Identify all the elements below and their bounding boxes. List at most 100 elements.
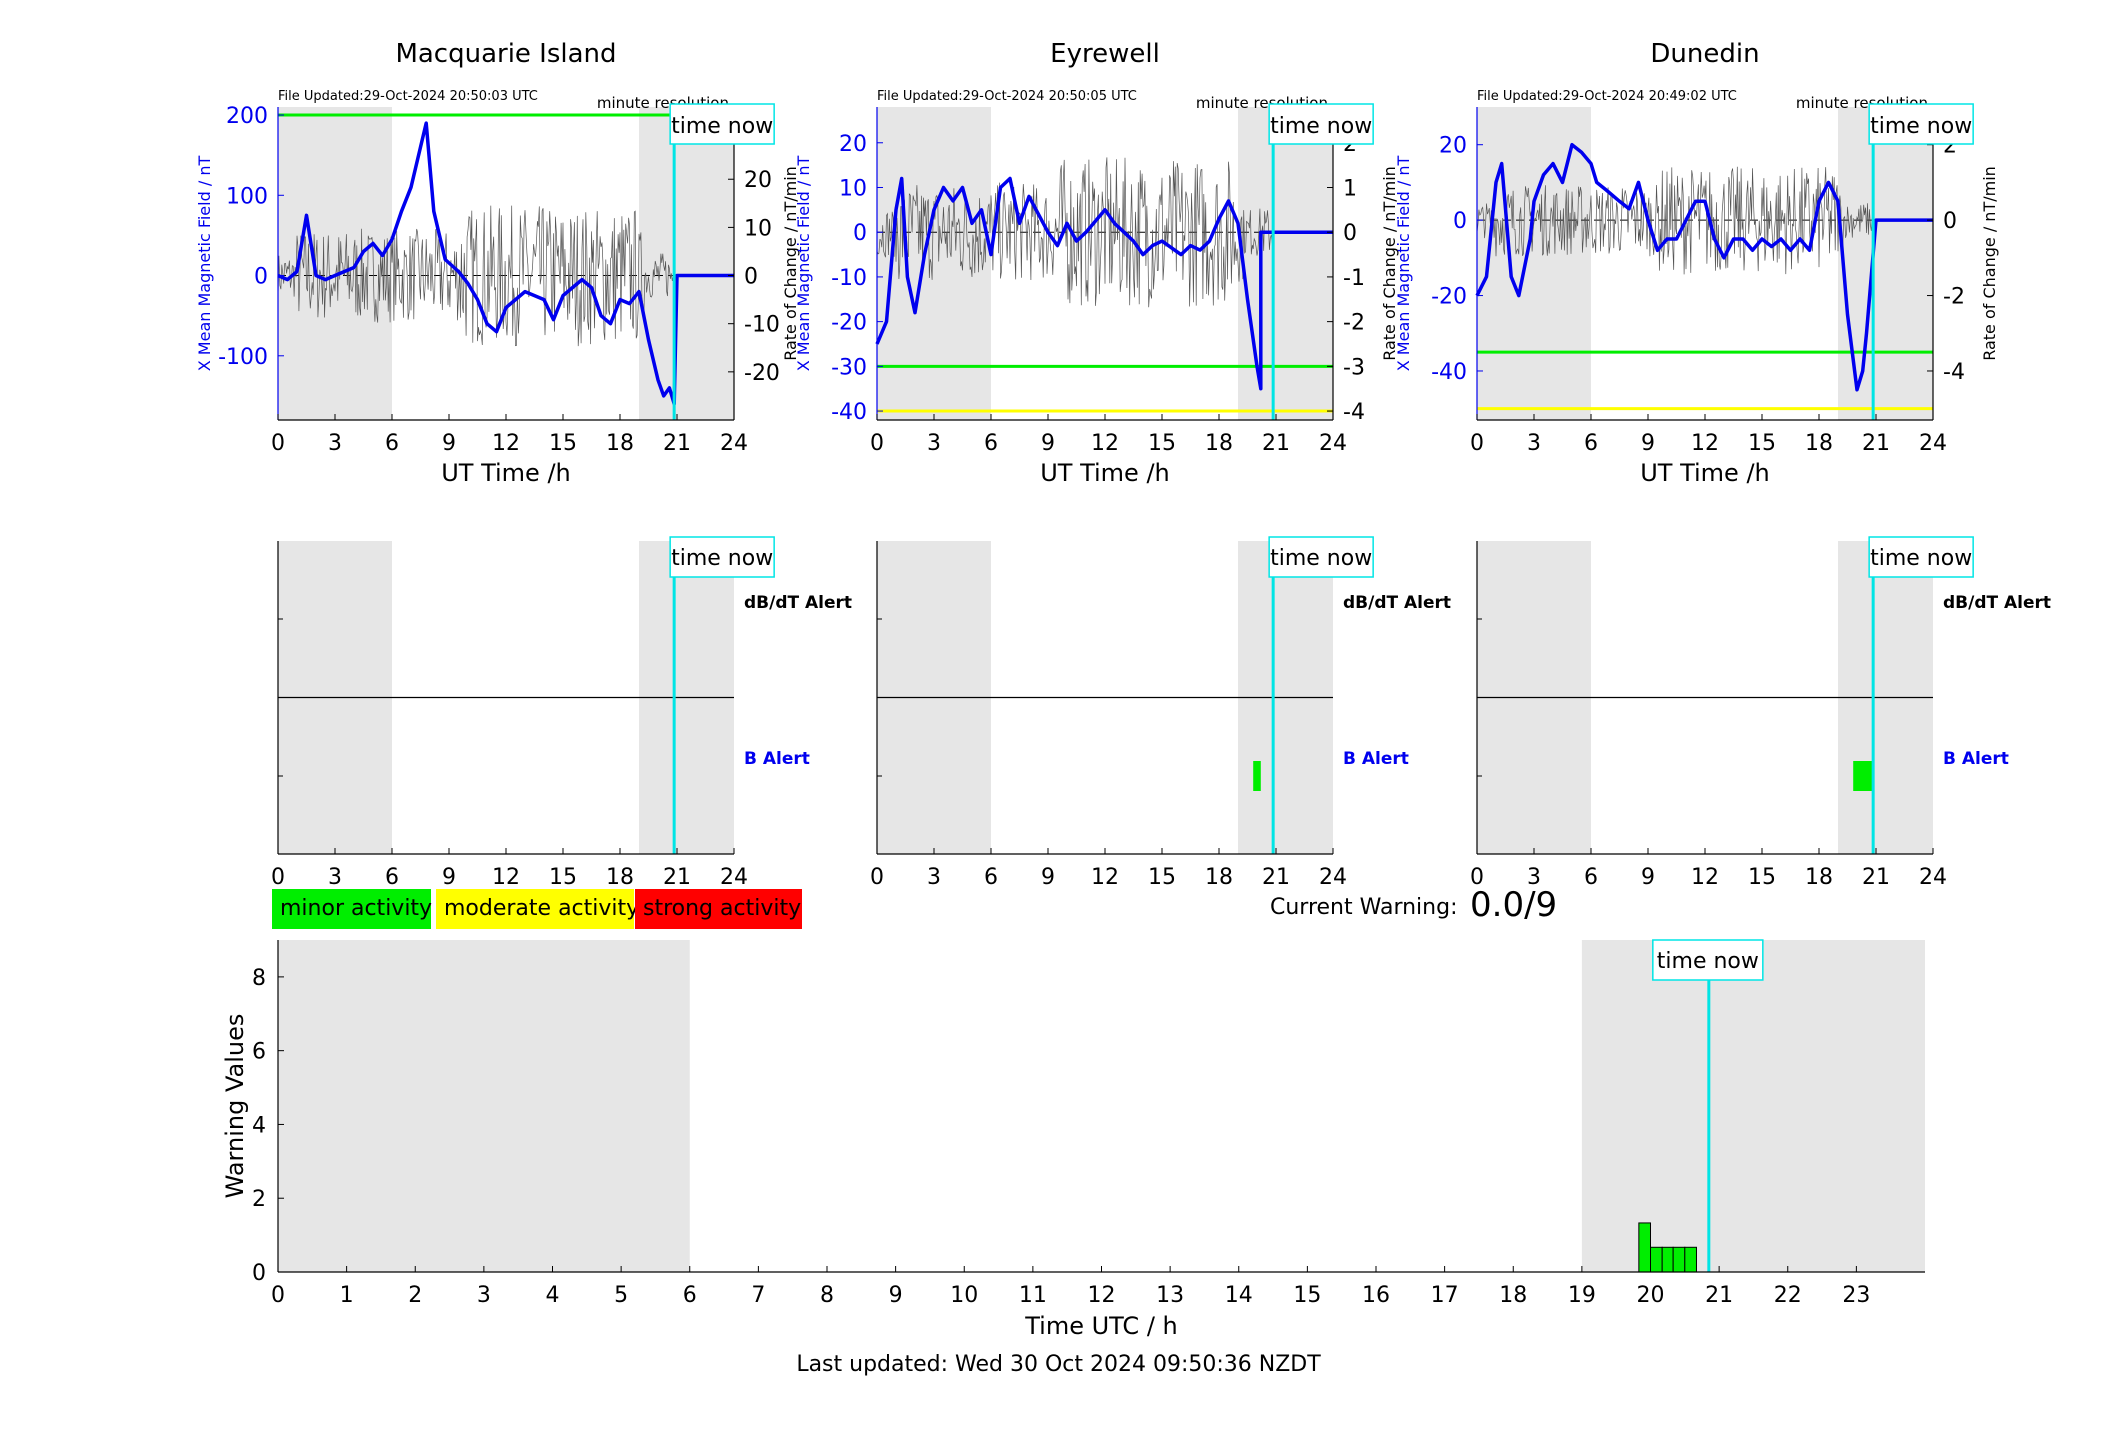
x-tick-label: 12 [1091,431,1119,456]
y-left-axis-title: X Mean Magnetic Field / nT [1394,156,1413,372]
warning-x-tick-label: 21 [1705,1283,1733,1308]
y-right-tick-label: -3 [1343,355,1365,380]
alert-x-tick-label: 12 [492,865,520,890]
x-tick-label: 18 [1805,431,1833,456]
x-tick-label: 0 [271,431,285,456]
x-tick-label: 9 [1641,431,1655,456]
alert-time-now-box [669,536,775,578]
rate-of-change-line [1476,166,1873,275]
last-updated: Last updated: Wed 30 Oct 2024 09:50:36 N… [796,1352,1321,1377]
warning-bar [1661,1246,1674,1273]
dbdt-alert-label: dB/dT Alert [744,593,852,613]
y-left-tick-label: 10 [839,176,867,201]
alert-x-tick-label: 3 [1527,865,1541,890]
time-now-box [669,103,775,145]
file-updated: File Updated:29-Oct-2024 20:50:05 UTC [877,89,1137,104]
warning-values-chart: 0 1 2 3 4 5 6 7 8 9 10 11 12 13 14 15 16 17 18 19 20 21 22 2302… [221,939,1925,1340]
x-axis-title: UT Time /h [1640,459,1770,487]
y-right-tick-label: -4 [1343,400,1365,425]
y-right-axis-title: Rate of Change / nT/min [1980,166,1999,361]
warning-x-tick-label: 14 [1225,1283,1253,1308]
current-warning-value: 0.0/9 [1470,885,1558,925]
alert-x-tick-label: 9 [1041,865,1055,890]
alert-x-tick-label: 6 [1584,865,1598,890]
y-left-axis-title: X Mean Magnetic Field / nT [195,156,214,372]
x-tick-label: 0 [1470,431,1484,456]
b-alert-label: B Alert [744,749,810,769]
y-right-tick-label: -10 [744,313,780,338]
warning-x-tick-label: 4 [546,1283,560,1308]
dbdt-alert-label: dB/dT Alert [1343,593,1451,613]
warning-x-tick-label: 1 [340,1283,354,1308]
x-tick-label: 6 [1584,431,1598,456]
legend-minor-label: minor activity [280,896,433,921]
warning-bar [1638,1222,1651,1273]
legend-strong: strong activity [635,889,802,929]
warning-x-tick-label: 20 [1637,1283,1665,1308]
alert-time-now-label: time now [1270,546,1372,571]
warning-bar [1672,1246,1686,1273]
shaded-region [278,107,392,420]
y-right-axis-title: Rate of Change / nT/min [781,166,800,361]
x-tick-label: 15 [549,431,577,456]
current-warning-label: Current Warning: [1270,895,1458,920]
y-right-tick-label: -1 [1343,266,1365,291]
file-updated: File Updated:29-Oct-2024 20:50:03 UTC [278,89,538,104]
x-tick-label: 6 [385,431,399,456]
y-left-tick-label: -100 [218,345,268,370]
alert-time-now-label: time now [671,546,773,571]
station-panel-0: 03691215182124-1000100200-20-100102030Ma… [195,39,852,890]
alert-x-tick-label: 24 [1319,865,1347,890]
x-axis-title: UT Time /h [1040,459,1170,487]
x-tick-label: 15 [1748,431,1776,456]
warning-bar [1684,1246,1697,1273]
x-tick-label: 12 [1691,431,1719,456]
warning-x-axis-title: Time UTC / h [1024,1312,1178,1340]
x-axis-title: UT Time /h [441,459,571,487]
x-tick-label: 15 [1148,431,1176,456]
alert-time-now-box [1868,536,1974,578]
warning-x-tick-label: 6 [683,1283,697,1308]
y-right-tick-label: -20 [744,361,780,386]
b-alert-label: B Alert [1343,749,1409,769]
alert-x-tick-label: 15 [549,865,577,890]
alert-x-tick-label: 0 [1470,865,1484,890]
x-tick-label: 0 [870,431,884,456]
y-left-tick-label: 0 [254,265,268,290]
y-left-tick-label: 0 [853,221,867,246]
alert-time-now-box [1268,536,1374,578]
alert-x-tick-label: 6 [984,865,998,890]
warning-shaded-region [278,940,690,1272]
y-left-tick-label: 20 [1439,134,1467,159]
warning-y-tick-label: 4 [252,1113,266,1138]
alert-x-tick-label: 18 [1205,865,1233,890]
station-title: Dunedin [1650,39,1759,69]
warning-x-tick-label: 13 [1156,1283,1184,1308]
y-right-tick-label: -2 [1943,285,1965,310]
alert-x-tick-label: 0 [870,865,884,890]
y-right-tick-label: 1 [1343,176,1357,201]
shaded-region [877,107,991,420]
b-alert-bar [1253,761,1261,791]
y-left-axis-title: X Mean Magnetic Field / nT [794,156,813,372]
alert-x-tick-label: 24 [720,865,748,890]
alert-x-tick-label: 18 [1805,865,1833,890]
alert-x-tick-label: 6 [385,865,399,890]
x-tick-label: 24 [1919,431,1947,456]
y-left-tick-label: -40 [1431,360,1467,385]
shaded-region [1477,107,1591,420]
y-left-tick-label: -30 [831,355,867,380]
warning-x-tick-label: 9 [889,1283,903,1308]
x-tick-label: 12 [492,431,520,456]
rate-of-change-line [876,157,1273,308]
y-right-tick-label: 0 [1943,209,1957,234]
dbdt-alert-label: dB/dT Alert [1943,593,2051,613]
x-tick-label: 21 [663,431,691,456]
x-tick-label: 9 [1041,431,1055,456]
rate-of-change-line [277,205,674,347]
station-panel-1: 0 3 6 9 12 15 18 21 24-40-30-20-1001020-4-3-2-10… [794,39,1451,890]
y-left-tick-label: 100 [226,184,268,209]
alert-time-now-label: time now [1870,546,1972,571]
y-left-tick-label: -10 [831,266,867,291]
